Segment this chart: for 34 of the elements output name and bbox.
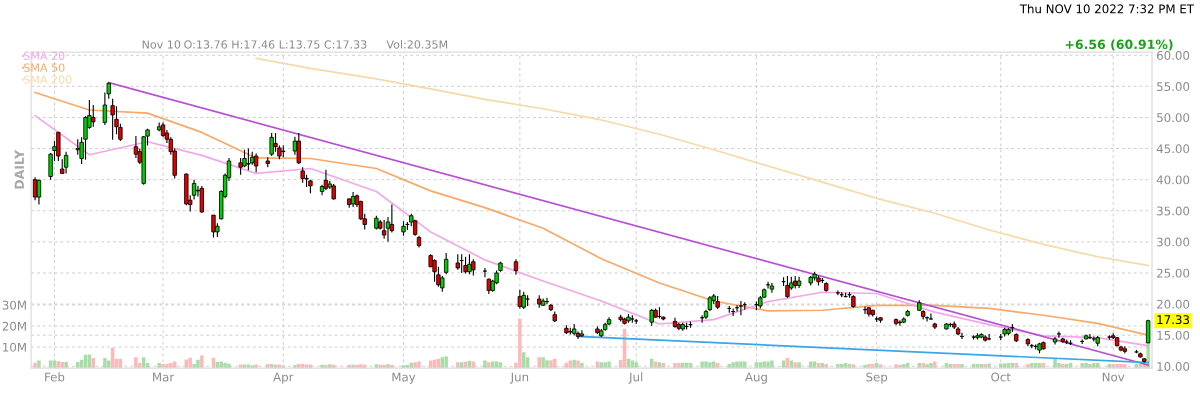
y-tick-label: 55.00 xyxy=(1157,82,1190,92)
y2-tick-label: 20M xyxy=(2,321,26,331)
y-tick-label: 25.00 xyxy=(1157,268,1190,278)
x-tick-label: May xyxy=(392,372,416,384)
text: O:13.76 H:17.46 L:13.75 C:17.33 xyxy=(184,40,367,49)
text: Vol:20.35M xyxy=(386,40,448,49)
y-tick-label: 60.00 xyxy=(1156,50,1190,60)
legend-label: SMA 200 xyxy=(24,75,72,84)
text: 17.33 xyxy=(1157,315,1190,325)
y-tick-label: 15.00 xyxy=(1157,330,1190,340)
y-tick-label: 10.00 xyxy=(1157,362,1190,371)
y-tick-label: 40.00 xyxy=(1156,175,1190,185)
legend-label: SMA 50 xyxy=(24,63,65,72)
text: Nov 10 xyxy=(142,40,181,49)
x-tick-label: Mar xyxy=(153,372,175,382)
x-tick-label: Jun xyxy=(510,372,529,384)
x-tick-label: Apr xyxy=(273,372,294,384)
y-tick-label: 30.00 xyxy=(1157,237,1190,247)
text: DAILY xyxy=(14,149,24,189)
y-tick-label: 20.00 xyxy=(1157,299,1190,309)
y-tick-label: 35.00 xyxy=(1157,206,1190,216)
y-tick-label: 50.00 xyxy=(1157,113,1190,123)
text: Thu NOV 10 2022 7:32 PM ET xyxy=(1019,4,1195,14)
x-tick-label: Feb xyxy=(45,372,65,382)
x-tick-label: Aug xyxy=(744,372,767,384)
text: +6.56 (60.91%) xyxy=(1065,39,1173,51)
x-tick-label: Sep xyxy=(866,372,888,384)
y-tick-label: 45.00 xyxy=(1156,144,1190,154)
x-tick-label: Jul xyxy=(628,372,643,384)
legend-label: SMA 20 xyxy=(24,51,65,60)
y2-tick-label: 10M xyxy=(3,342,26,352)
y2-tick-label: 30M xyxy=(2,300,26,310)
x-tick-label: Oct xyxy=(991,372,1011,382)
x-tick-label: Nov xyxy=(1102,372,1125,382)
